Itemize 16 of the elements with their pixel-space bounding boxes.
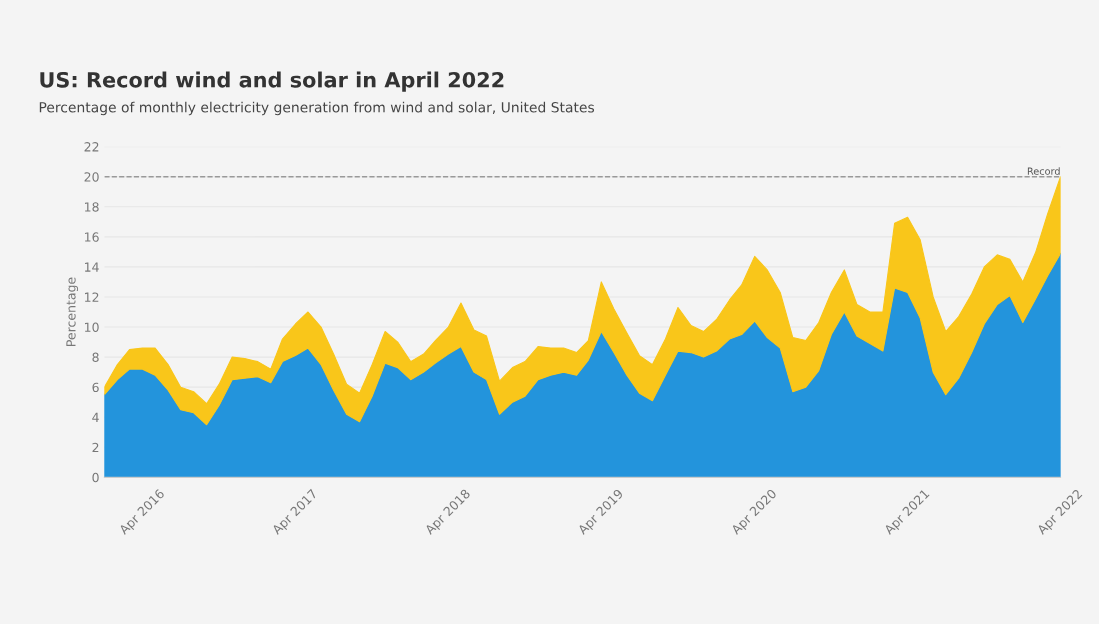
chart-title: US: Record wind and solar in April 2022 xyxy=(40,71,504,92)
y-tick-label: 18 xyxy=(85,202,99,212)
y-tick-label: 22 xyxy=(84,142,99,152)
y-tick-label: 0 xyxy=(92,472,99,483)
y-tick-label: 6 xyxy=(92,382,99,393)
ref-line-label: Record xyxy=(1027,167,1060,175)
y-tick-label: 10 xyxy=(85,322,99,332)
y-tick-label: 12 xyxy=(85,292,99,302)
y-tick-label: 20 xyxy=(84,172,99,182)
chart-subtitle: Percentage of monthly electricity generation from wind and solar, United States xyxy=(39,101,595,116)
y-axis-title: Percentage xyxy=(66,277,79,346)
y-tick-label: 8 xyxy=(92,352,99,363)
y-tick-label: 4 xyxy=(92,412,99,422)
y-tick-label: 14 xyxy=(85,262,99,272)
y-tick-label: 2 xyxy=(92,442,99,453)
y-tick-label: 16 xyxy=(85,232,99,242)
